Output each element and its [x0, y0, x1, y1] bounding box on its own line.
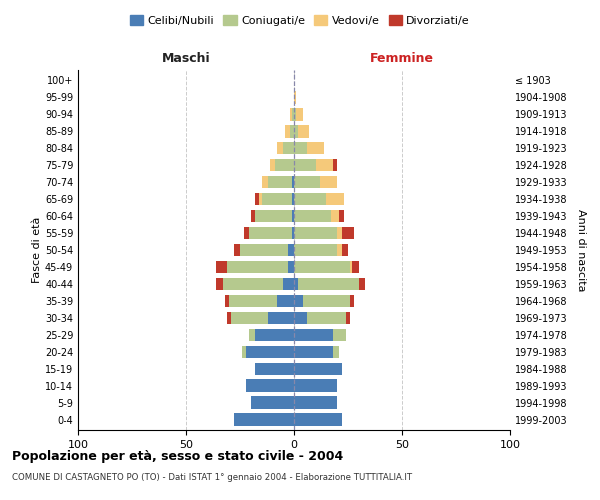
Bar: [259, 192, 262, 205]
Y-axis label: Anni di nascita: Anni di nascita: [576, 209, 586, 291]
Bar: [294, 294, 302, 308]
Bar: [233, 414, 294, 426]
Bar: [283, 278, 294, 290]
Bar: [294, 396, 337, 409]
Bar: [294, 142, 307, 154]
Bar: [316, 158, 333, 172]
Bar: [262, 192, 292, 205]
Bar: [233, 244, 240, 256]
Bar: [326, 192, 344, 205]
Bar: [294, 108, 296, 120]
Bar: [294, 312, 307, 324]
Bar: [340, 210, 344, 222]
Bar: [298, 125, 309, 138]
Bar: [337, 244, 341, 256]
Bar: [346, 312, 350, 324]
Bar: [216, 260, 227, 274]
Bar: [277, 294, 294, 308]
Bar: [287, 260, 294, 274]
Bar: [225, 294, 229, 308]
Bar: [337, 226, 341, 239]
Bar: [294, 328, 333, 342]
Bar: [255, 192, 259, 205]
Bar: [341, 244, 348, 256]
Legend: Celibi/Nubili, Coniugati/e, Vedovi/e, Divorziati/e: Celibi/Nubili, Coniugati/e, Vedovi/e, Di…: [125, 10, 475, 30]
Bar: [255, 362, 294, 375]
Bar: [307, 142, 324, 154]
Text: Femmine: Femmine: [370, 52, 434, 65]
Bar: [232, 312, 268, 324]
Bar: [268, 312, 294, 324]
Bar: [255, 328, 294, 342]
Bar: [255, 210, 292, 222]
Bar: [320, 176, 337, 188]
Bar: [270, 158, 275, 172]
Bar: [294, 380, 337, 392]
Bar: [268, 176, 292, 188]
Bar: [341, 226, 355, 239]
Bar: [350, 260, 352, 274]
Bar: [223, 278, 283, 290]
Bar: [292, 226, 294, 239]
Bar: [292, 210, 294, 222]
Bar: [227, 260, 287, 274]
Bar: [359, 278, 365, 290]
Bar: [262, 176, 268, 188]
Bar: [277, 142, 283, 154]
Bar: [294, 346, 333, 358]
Bar: [247, 346, 294, 358]
Bar: [333, 328, 346, 342]
Bar: [294, 210, 331, 222]
Bar: [247, 380, 294, 392]
Bar: [333, 346, 340, 358]
Bar: [296, 108, 302, 120]
Bar: [294, 176, 320, 188]
Bar: [248, 328, 255, 342]
Bar: [350, 294, 355, 308]
Bar: [251, 210, 255, 222]
Bar: [240, 244, 287, 256]
Bar: [287, 244, 294, 256]
Bar: [298, 278, 359, 290]
Bar: [283, 142, 294, 154]
Bar: [290, 108, 292, 120]
Bar: [229, 294, 277, 308]
Bar: [333, 158, 337, 172]
Bar: [294, 278, 298, 290]
Bar: [352, 260, 359, 274]
Bar: [292, 108, 294, 120]
Bar: [227, 312, 232, 324]
Bar: [248, 226, 292, 239]
Bar: [331, 210, 340, 222]
Bar: [294, 125, 298, 138]
Bar: [294, 226, 337, 239]
Text: COMUNE DI CASTAGNETO PO (TO) - Dati ISTAT 1° gennaio 2004 - Elaborazione TUTTITA: COMUNE DI CASTAGNETO PO (TO) - Dati ISTA…: [12, 472, 412, 482]
Bar: [307, 312, 346, 324]
Bar: [294, 414, 341, 426]
Y-axis label: Fasce di età: Fasce di età: [32, 217, 42, 283]
Bar: [294, 362, 341, 375]
Bar: [290, 125, 294, 138]
Bar: [216, 278, 223, 290]
Bar: [294, 260, 350, 274]
Bar: [286, 125, 290, 138]
Bar: [294, 192, 326, 205]
Bar: [292, 192, 294, 205]
Bar: [242, 346, 247, 358]
Bar: [294, 158, 316, 172]
Text: Maschi: Maschi: [161, 52, 211, 65]
Bar: [302, 294, 350, 308]
Bar: [294, 244, 337, 256]
Bar: [294, 91, 296, 104]
Bar: [244, 226, 248, 239]
Bar: [292, 176, 294, 188]
Text: Popolazione per età, sesso e stato civile - 2004: Popolazione per età, sesso e stato civil…: [12, 450, 343, 463]
Bar: [275, 158, 294, 172]
Bar: [251, 396, 294, 409]
